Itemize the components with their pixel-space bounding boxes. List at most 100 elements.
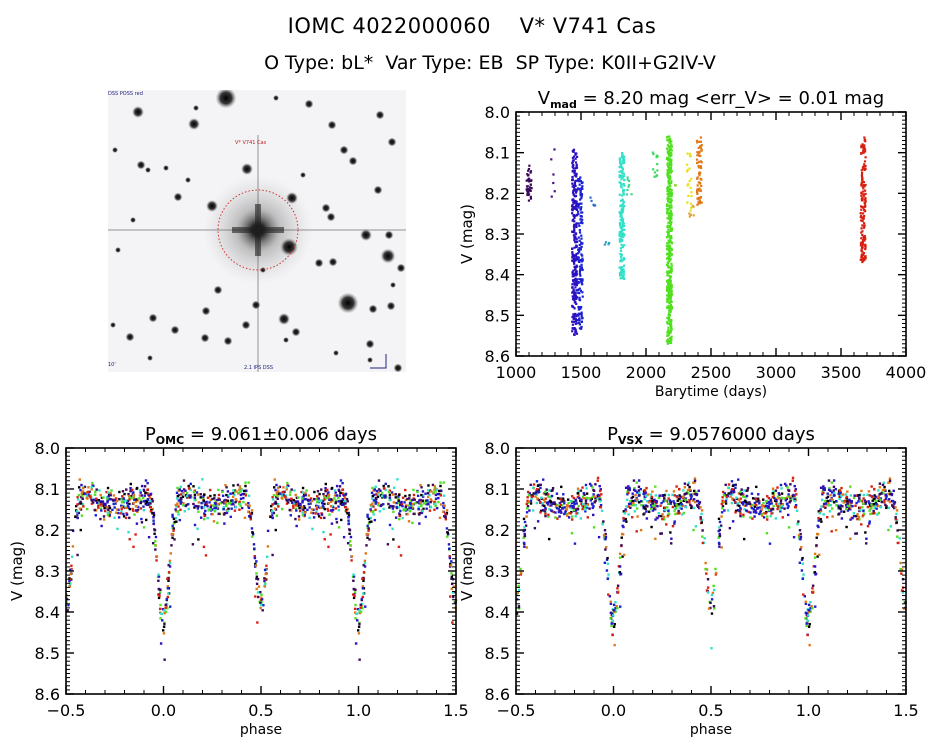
data-point	[157, 579, 160, 582]
data-point	[622, 175, 625, 178]
series-season-7	[618, 152, 626, 280]
data-point	[326, 507, 329, 511]
data-point	[710, 647, 713, 650]
data-point	[196, 527, 199, 530]
data-point	[626, 176, 629, 179]
data-point	[701, 529, 704, 532]
data-point	[578, 187, 581, 191]
data-point	[781, 503, 785, 506]
field-star	[206, 200, 218, 212]
data-point	[347, 515, 350, 519]
data-point	[159, 617, 162, 620]
data-point	[824, 499, 827, 503]
data-point	[573, 229, 576, 232]
data-point	[700, 144, 703, 147]
data-point	[862, 243, 865, 246]
data-point	[195, 491, 199, 494]
data-point	[620, 536, 623, 539]
data-point	[666, 197, 669, 200]
data-point	[594, 497, 597, 500]
data-point	[601, 523, 604, 526]
data-point	[864, 140, 867, 143]
data-point	[666, 163, 669, 166]
data-point	[575, 297, 578, 301]
data-point	[526, 490, 530, 494]
data-point	[152, 519, 155, 522]
scale-label: 10'	[108, 362, 116, 368]
data-point	[900, 589, 904, 592]
data-point	[733, 498, 736, 502]
field-star	[130, 217, 136, 223]
data-point	[530, 179, 533, 182]
data-point	[682, 499, 685, 502]
data-point	[667, 170, 670, 173]
data-point	[247, 501, 250, 505]
data-point	[665, 253, 669, 256]
data-point	[618, 234, 621, 238]
data-point	[142, 509, 146, 512]
data-point	[82, 505, 85, 508]
data-point	[625, 193, 629, 196]
data-point	[557, 508, 560, 511]
data-point	[117, 516, 121, 519]
data-point	[669, 319, 672, 322]
data-point	[310, 511, 313, 514]
data-point	[575, 289, 578, 292]
data-point	[220, 501, 224, 504]
data-point	[845, 507, 848, 511]
data-point	[574, 271, 578, 274]
data-point	[667, 497, 670, 500]
data-point	[604, 537, 607, 541]
data-point	[822, 502, 826, 506]
data-point	[442, 481, 445, 484]
data-point	[797, 535, 801, 539]
data-point	[621, 198, 624, 201]
lightcurve-title: Vmad = 8.20 mag <err_V> = 0.01 mag	[538, 88, 884, 111]
data-point	[672, 500, 675, 503]
data-point	[608, 595, 612, 598]
data-point	[363, 565, 367, 568]
data-point	[637, 485, 641, 489]
data-point	[620, 232, 624, 235]
data-point	[99, 500, 102, 503]
data-point	[582, 492, 585, 495]
data-point	[263, 583, 267, 586]
data-point	[665, 204, 669, 208]
data-point	[581, 495, 585, 498]
data-point	[621, 524, 624, 528]
data-point	[879, 498, 882, 501]
data-point	[806, 619, 809, 622]
data-point	[712, 605, 716, 608]
data-point	[522, 541, 526, 545]
data-point	[117, 508, 120, 511]
data-point	[324, 495, 328, 498]
data-point	[255, 560, 258, 563]
data-point	[560, 500, 563, 503]
data-point	[721, 490, 725, 494]
data-point	[179, 485, 182, 488]
data-point	[528, 186, 532, 189]
data-point	[233, 509, 237, 512]
data-point	[571, 252, 574, 255]
data-point	[382, 487, 386, 490]
data-point	[315, 510, 318, 513]
data-point	[356, 608, 360, 611]
data-point	[786, 506, 789, 510]
data-point	[622, 271, 625, 274]
data-point	[101, 500, 105, 503]
data-point	[751, 503, 754, 507]
data-point	[277, 505, 280, 508]
data-point	[779, 502, 783, 505]
data-point	[110, 489, 113, 492]
data-point	[664, 499, 667, 502]
data-point	[754, 497, 758, 501]
data-point	[670, 262, 673, 265]
data-point	[682, 489, 685, 492]
data-point	[670, 191, 673, 194]
data-point	[272, 511, 276, 515]
data-point	[873, 487, 876, 491]
data-point	[575, 213, 579, 216]
data-point	[187, 487, 191, 490]
data-point	[418, 522, 421, 525]
data-point	[666, 273, 669, 276]
